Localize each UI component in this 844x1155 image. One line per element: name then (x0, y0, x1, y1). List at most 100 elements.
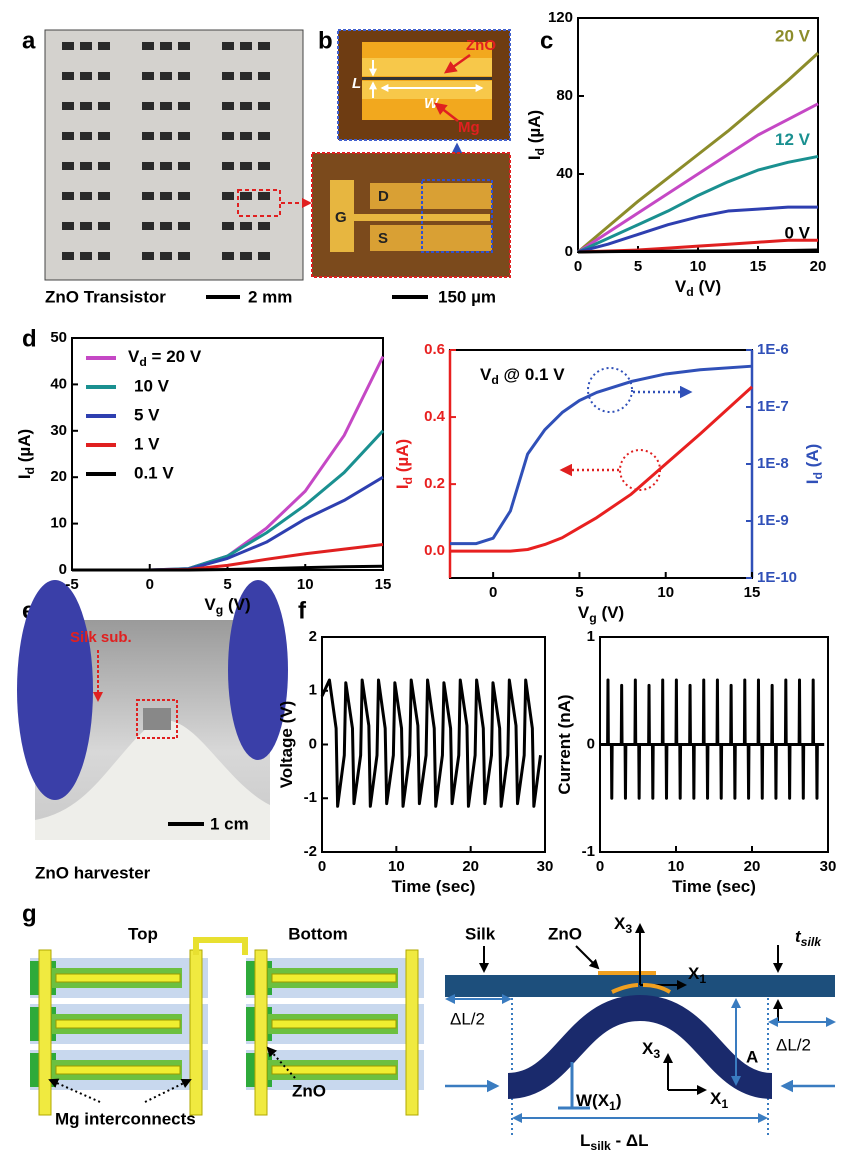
y-tick-label: 40 (556, 165, 573, 182)
legend-label-part: d (139, 355, 146, 369)
chart: 0102030-2-1012Time (sec)Voltage (V) (277, 628, 553, 897)
x-tick-label: 20 (744, 858, 761, 875)
y-tick-label: -1 (304, 789, 317, 806)
label-part: 3 (653, 1047, 660, 1061)
y-tick-label: -2 (304, 843, 317, 860)
y-tick-label: 0 (587, 735, 595, 752)
y2-tick-label: 1E-9 (757, 512, 789, 529)
label-part: ) (616, 1091, 622, 1110)
y-axis-label-part: (µA) (393, 439, 412, 477)
x-axis-label-part: g (589, 611, 596, 625)
electrode (56, 1020, 180, 1028)
label: Top (128, 924, 158, 943)
scale-label: 1 cm (210, 814, 249, 833)
label: W (424, 95, 440, 112)
panel-label: b (318, 27, 333, 54)
y-tick-label: 0 (59, 561, 67, 578)
y-tick-label: -1 (582, 843, 595, 860)
device (178, 102, 190, 110)
panel-label: c (540, 27, 553, 54)
x-axis-label-part: V (578, 603, 590, 622)
device (80, 72, 92, 80)
series-line (450, 366, 752, 543)
device (240, 102, 252, 110)
x-tick-label: 5 (575, 584, 583, 601)
device (160, 192, 172, 200)
device (98, 72, 110, 80)
y-tick-label: 80 (556, 87, 573, 104)
device (258, 42, 270, 50)
device (62, 222, 74, 230)
pointer (576, 946, 598, 968)
callout-circle (588, 368, 632, 412)
annotation-part: d (491, 373, 498, 387)
channel (362, 77, 492, 80)
device (160, 102, 172, 110)
x-tick-label: 5 (634, 258, 642, 275)
device (98, 42, 110, 50)
device (240, 222, 252, 230)
series-line (578, 250, 818, 252)
x-axis-label: Vd (V) (675, 277, 721, 299)
label-part: L (580, 1131, 590, 1150)
y-axis-label-part: Voltage (V) (277, 701, 296, 789)
y-axis-label: Voltage (V) (277, 701, 296, 789)
device (142, 252, 154, 260)
device (160, 72, 172, 80)
y-axis-label-part: (µA) (15, 429, 34, 467)
label: Silk (465, 924, 496, 943)
x-tick-label: -5 (65, 576, 78, 593)
legend-label: 1 V (134, 434, 160, 453)
device (222, 162, 234, 170)
x-tick-label: 10 (297, 576, 314, 593)
label: D (378, 188, 389, 205)
x-axis-label-part: (V) (694, 277, 721, 296)
x-tick-label: 15 (750, 258, 767, 275)
device (258, 132, 270, 140)
legend-label-part: V (128, 347, 140, 366)
device (80, 192, 92, 200)
series-line (578, 156, 818, 252)
x-tick-label: 15 (375, 576, 392, 593)
legend-label: 0.1 V (134, 463, 174, 482)
label-part: X (642, 1039, 654, 1058)
label-part: - ΔL (611, 1131, 649, 1150)
label-part: silk (801, 935, 823, 949)
y-tick-label: 0 (309, 735, 317, 752)
device (222, 252, 234, 260)
label: X3 (642, 1039, 660, 1061)
y2-axis-label-part: d (811, 472, 825, 479)
series-line (578, 53, 818, 252)
y-tick-label: 40 (50, 375, 67, 392)
x-tick-label: 10 (388, 858, 405, 875)
device (62, 132, 74, 140)
y-tick-label: 120 (548, 9, 573, 26)
device (178, 132, 190, 140)
series-line (450, 387, 752, 551)
series-line (72, 357, 383, 570)
device (142, 72, 154, 80)
electrode (272, 1020, 396, 1028)
device (142, 192, 154, 200)
figure: a b c d e f g ZnO Transistor 2 mm L W Zn… (0, 0, 844, 1155)
series-label: 12 V (775, 130, 811, 149)
device (178, 252, 190, 260)
series-label: 20 V (775, 27, 811, 46)
x-axis-label: Time (sec) (672, 877, 756, 896)
x-tick-label: 20 (810, 258, 827, 275)
label: ZnO (292, 1081, 326, 1100)
device (62, 42, 74, 50)
y-axis-label: Current (nA) (555, 694, 574, 794)
y-tick-label: 20 (50, 468, 67, 485)
device (142, 42, 154, 50)
series-line (600, 680, 824, 798)
device (222, 42, 234, 50)
device (178, 222, 190, 230)
y-tick-label: 0.6 (424, 341, 445, 358)
device (160, 252, 172, 260)
x-tick-label: 0 (596, 858, 604, 875)
label: X1 (688, 964, 706, 986)
y-axis-label: Id (µA) (15, 429, 37, 479)
